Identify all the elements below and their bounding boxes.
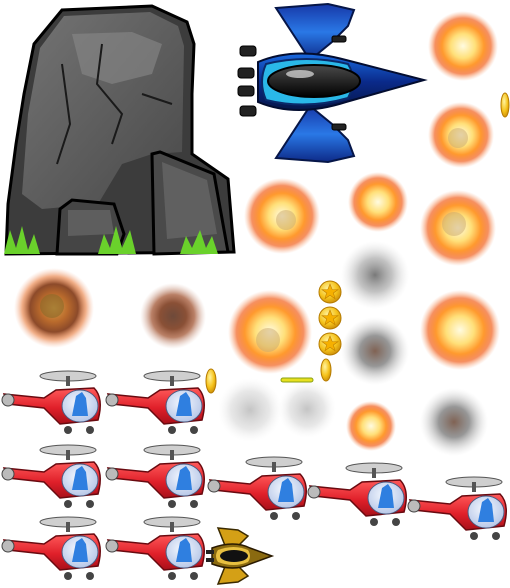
red-helicopter-sprite: [0, 514, 104, 588]
gold-star-coin-sprite: [280, 376, 314, 384]
red-helicopter-sprite: [104, 368, 208, 444]
smoke-puff-sprite: [278, 380, 336, 438]
red-helicopter-sprite: [104, 514, 208, 588]
smoke-puff-sprite: [420, 388, 488, 456]
gold-star-coin-sprite: [500, 92, 510, 118]
explosion-sprite: [140, 282, 206, 350]
gold-star-coin-sprite: [318, 280, 342, 304]
explosion-sprite: [420, 288, 500, 372]
gold-star-coin-sprite: [204, 368, 218, 394]
red-helicopter-sprite: [306, 460, 410, 536]
explosion-sprite: [428, 100, 494, 170]
red-helicopter-sprite: [0, 442, 104, 518]
smoke-puff-sprite: [340, 240, 410, 310]
explosion-sprite: [346, 398, 396, 454]
gold-star-coin-sprite: [318, 332, 342, 356]
explosion-sprite: [244, 176, 320, 256]
gold-enemy-ship-sprite: [204, 526, 275, 586]
blue-spaceship-sprite: [236, 2, 428, 164]
explosion-sprite: [348, 172, 408, 232]
smoke-puff-sprite: [340, 316, 410, 386]
explosion-sprite: [428, 8, 498, 84]
red-helicopter-sprite: [0, 368, 104, 444]
explosion-sprite: [14, 266, 94, 350]
red-helicopter-sprite: [406, 474, 510, 550]
explosion-sprite: [228, 290, 312, 374]
gold-star-coin-sprite: [318, 306, 342, 330]
explosion-sprite: [420, 188, 496, 268]
rock-sprite: [2, 4, 238, 258]
gold-star-coin-sprite: [320, 358, 332, 382]
red-helicopter-sprite: [206, 454, 310, 530]
red-helicopter-sprite: [104, 442, 208, 518]
smoke-puff-sprite: [218, 378, 282, 442]
